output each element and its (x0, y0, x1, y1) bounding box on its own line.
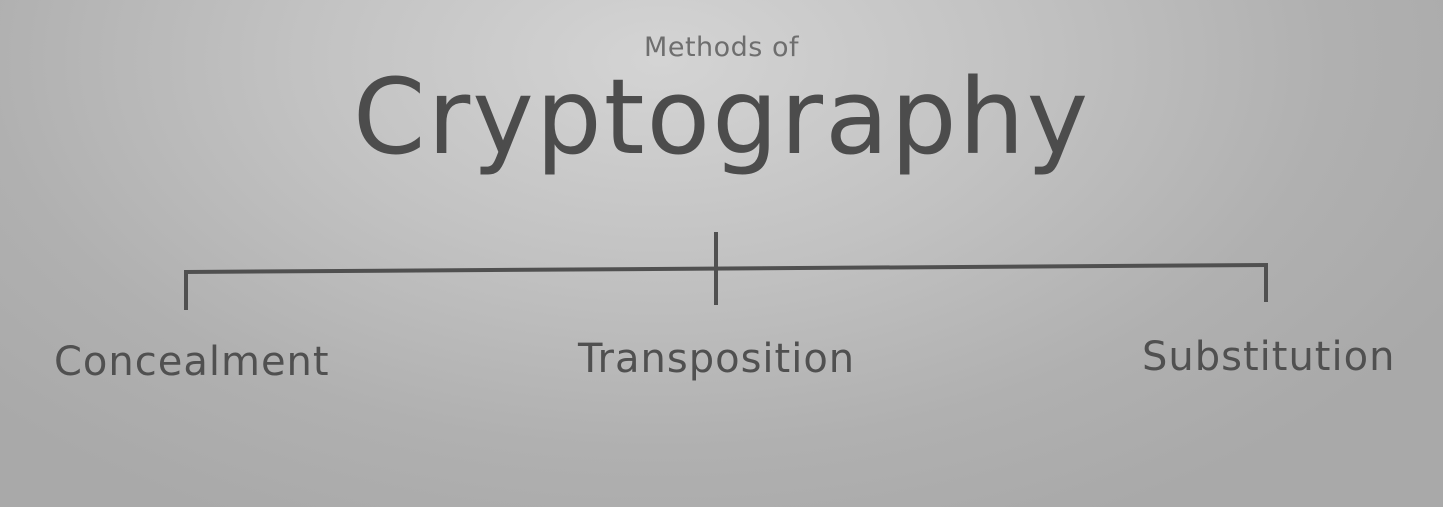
branch-concealment: Concealment (54, 339, 330, 385)
branch-substitution: Substitution (1142, 334, 1396, 380)
branch-transposition: Transposition (578, 336, 856, 382)
diagram-subtitle: Methods of (644, 32, 799, 63)
diagram-title: Cryptography (352, 56, 1091, 178)
connector-horizontal-bar (183, 262, 1269, 275)
